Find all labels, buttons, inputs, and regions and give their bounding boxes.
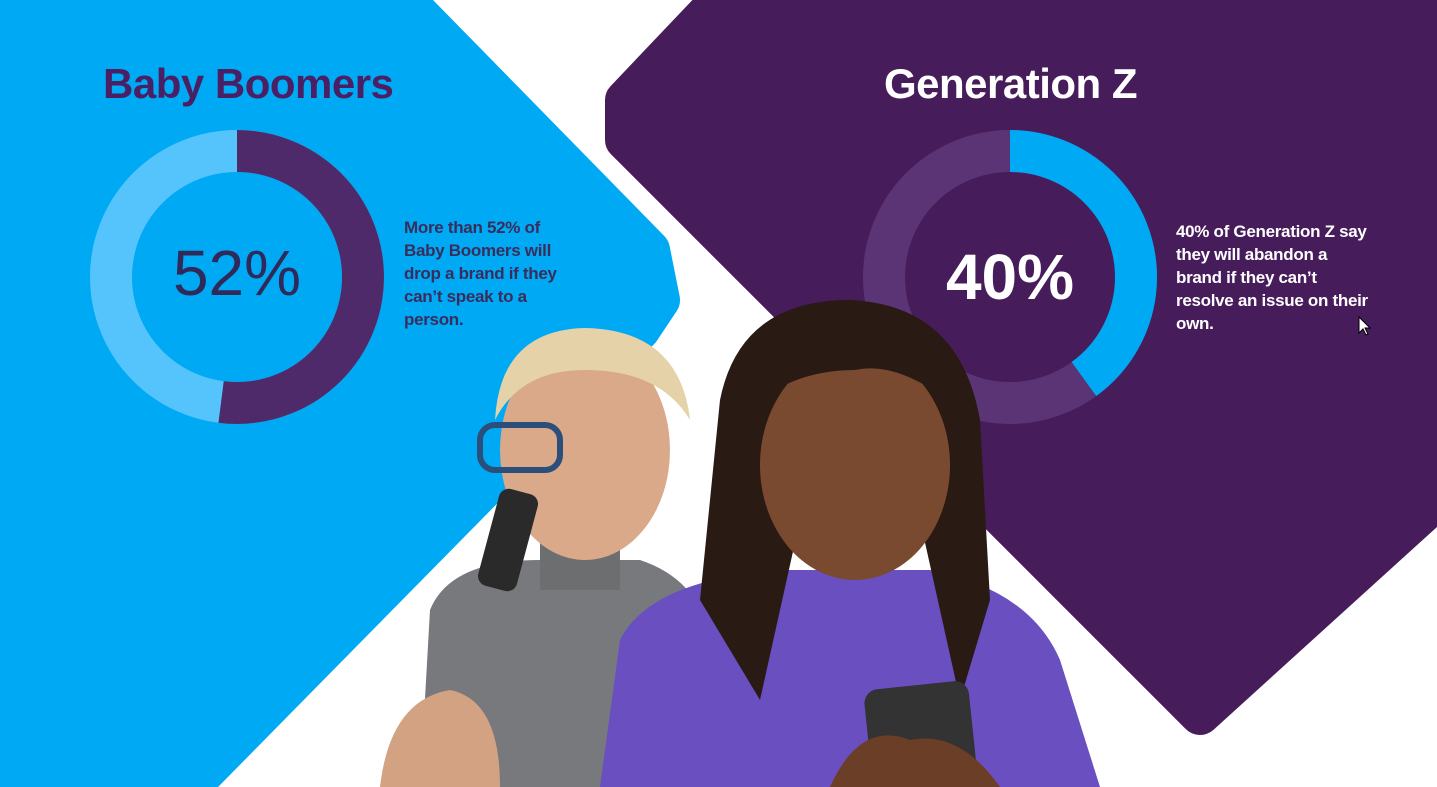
girl-with-phone-photo [600, 300, 1100, 787]
purple-panel [605, 0, 1437, 735]
genz-title: Generation Z [884, 60, 1138, 107]
genz-donut-chart [863, 130, 1157, 424]
mouse-cursor-icon [1358, 315, 1372, 336]
boomers-donut-chart [90, 130, 384, 424]
genz-description: 40% of Generation Z say they will abando… [1176, 222, 1368, 333]
boomers-title: Baby Boomers [103, 60, 394, 107]
donut-value-arc [90, 130, 384, 424]
donut-value-arc [863, 130, 1157, 424]
genz-percent-label: 40% [945, 241, 1075, 313]
boomers-description: More than 52% of Baby Boomers will drop … [404, 218, 557, 329]
boomers-percent-label: 52% [172, 237, 302, 309]
